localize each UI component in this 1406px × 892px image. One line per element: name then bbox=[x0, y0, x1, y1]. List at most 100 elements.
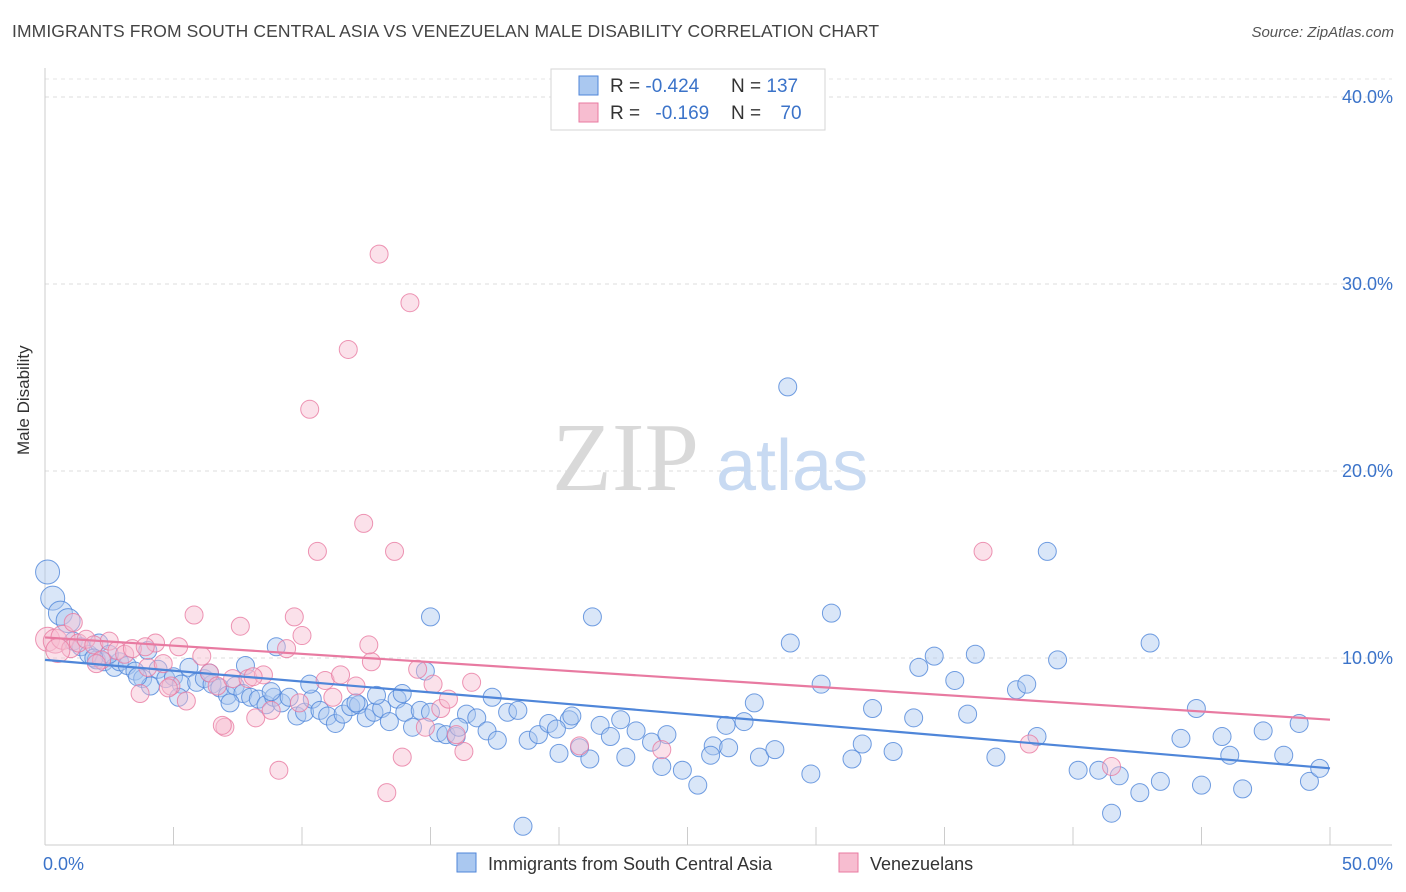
x-tick-labels: 0.0% 50.0% bbox=[43, 854, 1393, 874]
legend-item-venezuelans-label: Venezuelans bbox=[870, 854, 973, 874]
point-immigrants bbox=[559, 710, 579, 730]
trend-line-venezuelans bbox=[44, 636, 1331, 721]
point-venezuelans bbox=[392, 747, 412, 767]
n-value-2: 70 bbox=[780, 103, 801, 124]
point-immigrants bbox=[1233, 779, 1253, 799]
point-immigrants bbox=[1017, 674, 1037, 694]
y-tick-label: 30.0% bbox=[1342, 274, 1393, 294]
y-tick-label: 10.0% bbox=[1342, 648, 1393, 668]
point-immigrants bbox=[883, 742, 903, 761]
point-immigrants bbox=[261, 682, 281, 702]
point-immigrants bbox=[1192, 775, 1211, 795]
point-immigrants bbox=[356, 708, 376, 728]
point-immigrants bbox=[1102, 803, 1122, 823]
legend-item-immigrants-label: Immigrants from South Central Asia bbox=[488, 854, 773, 874]
point-immigrants bbox=[210, 678, 230, 698]
point-venezuelans bbox=[246, 708, 266, 728]
trend-lines bbox=[44, 636, 1331, 770]
point-immigrants bbox=[904, 708, 924, 728]
point-immigrants bbox=[539, 713, 559, 733]
point-venezuelans bbox=[292, 626, 312, 646]
point-immigrants bbox=[780, 633, 800, 653]
point-immigrants bbox=[657, 725, 677, 745]
point-venezuelans bbox=[973, 541, 993, 561]
point-immigrants bbox=[392, 684, 412, 704]
point-venezuelans bbox=[176, 691, 196, 711]
point-venezuelans bbox=[331, 665, 351, 685]
svg-text:N = 137: N = 137 bbox=[731, 76, 798, 97]
point-venezuelans bbox=[462, 672, 482, 692]
point-venezuelans bbox=[115, 644, 135, 664]
point-immigrants bbox=[421, 607, 440, 627]
point-immigrants bbox=[701, 745, 721, 765]
r-value-2: -0.169 bbox=[655, 103, 709, 124]
point-immigrants bbox=[549, 743, 569, 763]
point-immigrants bbox=[734, 712, 754, 732]
point-immigrants bbox=[1186, 698, 1206, 718]
point-immigrants bbox=[1089, 760, 1109, 780]
point-venezuelans bbox=[454, 742, 474, 761]
point-immigrants bbox=[1048, 650, 1068, 670]
point-immigrants bbox=[716, 715, 736, 735]
legend-swatch-blue bbox=[578, 75, 599, 96]
point-immigrants bbox=[341, 697, 361, 717]
point-venezuelans bbox=[42, 628, 68, 654]
point-venezuelans bbox=[153, 654, 173, 674]
point-immigrants bbox=[611, 710, 631, 730]
y-tick-labels: 10.0% 20.0% 30.0% 40.0% bbox=[1342, 87, 1393, 668]
point-venezuelans bbox=[284, 607, 304, 627]
point-immigrants bbox=[449, 717, 469, 737]
point-venezuelans bbox=[446, 725, 466, 745]
source-label: Source: ZipAtlas.com bbox=[1251, 24, 1394, 41]
point-immigrants bbox=[842, 749, 862, 769]
r-value-1: -0.424 bbox=[645, 76, 699, 97]
point-immigrants bbox=[40, 585, 66, 611]
legend-item-venezuelans-swatch bbox=[838, 852, 859, 873]
point-venezuelans bbox=[130, 684, 150, 704]
point-venezuelans bbox=[45, 638, 71, 664]
y-tick-label: 40.0% bbox=[1342, 87, 1393, 107]
point-immigrants bbox=[300, 674, 320, 694]
point-venezuelans bbox=[354, 513, 374, 533]
point-immigrants bbox=[546, 719, 566, 739]
point-immigrants bbox=[1212, 727, 1232, 747]
point-immigrants bbox=[318, 706, 338, 726]
legend-item-immigrants-swatch bbox=[456, 852, 477, 873]
point-immigrants bbox=[986, 747, 1006, 767]
r-label-2: R = bbox=[610, 103, 645, 124]
point-immigrants bbox=[302, 689, 322, 709]
point-immigrants bbox=[310, 700, 330, 720]
point-immigrants bbox=[1037, 541, 1057, 561]
point-immigrants bbox=[924, 646, 944, 666]
svg-text:N = 70: N = 70 bbox=[731, 103, 802, 124]
y-tick-label: 20.0% bbox=[1342, 461, 1393, 481]
point-immigrants bbox=[749, 747, 769, 767]
point-immigrants bbox=[642, 732, 662, 752]
point-immigrants bbox=[1220, 745, 1240, 765]
point-immigrants bbox=[1027, 727, 1047, 747]
point-venezuelans bbox=[369, 244, 389, 264]
point-venezuelans bbox=[408, 659, 428, 679]
point-immigrants bbox=[958, 704, 978, 724]
point-venezuelans bbox=[289, 693, 309, 713]
point-immigrants bbox=[138, 641, 158, 661]
watermark-zip: ZIP bbox=[552, 404, 699, 512]
n-value-1: 137 bbox=[766, 76, 798, 97]
point-venezuelans bbox=[207, 676, 227, 696]
point-venezuelans bbox=[158, 678, 178, 698]
point-immigrants bbox=[367, 685, 387, 705]
x-tick-label: 50.0% bbox=[1342, 854, 1393, 874]
point-venezuelans bbox=[184, 605, 204, 625]
point-immigrants bbox=[241, 687, 261, 707]
point-immigrants bbox=[395, 702, 415, 722]
point-venezuelans bbox=[377, 783, 397, 803]
point-immigrants bbox=[518, 730, 538, 750]
point-immigrants bbox=[852, 734, 872, 754]
point-immigrants bbox=[513, 816, 533, 836]
point-venezuelans bbox=[212, 715, 232, 735]
point-immigrants bbox=[626, 721, 646, 741]
point-venezuelans bbox=[63, 612, 83, 632]
point-immigrants bbox=[600, 727, 620, 747]
point-immigrants bbox=[1171, 728, 1191, 748]
